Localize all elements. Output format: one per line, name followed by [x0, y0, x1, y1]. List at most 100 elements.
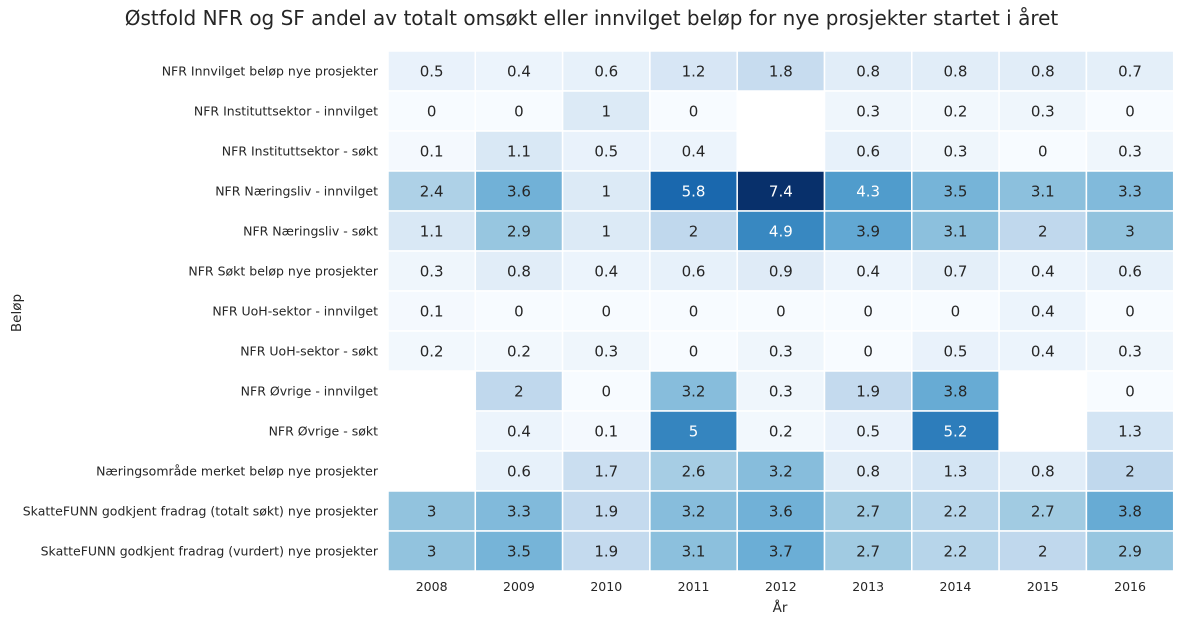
heatmap-cell [823, 90, 913, 132]
heatmap-cell [823, 450, 913, 492]
cell-value-label: 5.8 [682, 183, 706, 201]
heatmap-cell [474, 450, 564, 492]
heatmap-cell [649, 90, 738, 132]
heatmap-cell [823, 530, 913, 572]
y-tick-label: SkatteFUNN godkjent fradrag (totalt søkt… [23, 504, 379, 519]
cell-value-label: 0.4 [682, 143, 706, 161]
cell-value-label: 2 [1125, 463, 1135, 481]
heatmap-cell [1085, 450, 1175, 492]
y-tick-label: SkatteFUNN godkjent fradrag (vurdert) ny… [41, 544, 379, 559]
heatmap-cell [998, 90, 1088, 132]
x-tick-label: 2009 [503, 579, 535, 594]
heatmap-cell [387, 250, 477, 292]
cell-value-label: 3.6 [769, 503, 793, 521]
y-tick-label: NFR Søkt beløp nye prosjekter [188, 264, 378, 279]
cell-value-label: 3.3 [507, 503, 531, 521]
cell-value-label: 1.8 [769, 63, 793, 81]
heatmap-cell [823, 490, 913, 532]
cell-value-label: 3.2 [682, 503, 706, 521]
cell-value-label: 3.2 [769, 463, 793, 481]
cell-value-label: 0.8 [507, 263, 531, 281]
heatmap-cell [561, 330, 651, 372]
y-tick-label: NFR Instituttsektor - søkt [222, 144, 378, 159]
heatmap-cell [911, 290, 1000, 332]
heatmap-cell [998, 250, 1088, 292]
cell-value-label: 1 [601, 223, 611, 241]
heatmap-cell [387, 50, 477, 92]
cell-value-label: 1.1 [507, 143, 531, 161]
cell-value-label: 4.9 [769, 223, 793, 241]
cell-value-label: 0 [951, 303, 961, 321]
cell-value-label: 3.8 [1118, 503, 1142, 521]
cell-value-label: 0.8 [856, 463, 880, 481]
cell-value-label: 1.3 [944, 463, 968, 481]
x-tick-label: 2011 [678, 579, 710, 594]
x-tick-label: 2014 [940, 579, 972, 594]
cell-value-label: 0.4 [1031, 343, 1055, 361]
cell-value-label: 0.4 [594, 263, 618, 281]
heatmap-cell [649, 290, 738, 332]
cell-value-label: 0 [689, 343, 699, 361]
heatmap-cell [998, 130, 1088, 172]
cell-value-label: 0.4 [856, 263, 880, 281]
y-tick-label: NFR UoH-sektor - innvilget [212, 304, 378, 319]
cell-value-label: 0.4 [507, 63, 531, 81]
heatmap-cell [474, 530, 564, 572]
cell-value-label: 2.4 [420, 183, 444, 201]
cell-value-label: 3.7 [769, 543, 793, 561]
cell-value-label: 0.6 [682, 263, 706, 281]
heatmap-cell [561, 50, 651, 92]
cell-value-label: 5.2 [944, 423, 968, 441]
heatmap-cell [911, 210, 1000, 252]
heatmap-cell [1085, 490, 1175, 532]
heatmap-cell [561, 450, 651, 492]
heatmap-cell [561, 410, 651, 452]
x-tick-labels: 2008 2009 2010 2011 2012 2013 2014 2015 2016 [416, 579, 1146, 594]
cell-value-label: 0.5 [420, 63, 444, 81]
cell-value-label: 2 [1038, 223, 1048, 241]
x-axis-title: År [773, 599, 788, 616]
heatmap-cell [1085, 210, 1175, 252]
heatmap-cell [1085, 130, 1175, 172]
cell-value-label: 0.3 [420, 263, 444, 281]
cell-value-label: 3.2 [682, 383, 706, 401]
cell-value-label: 3 [427, 543, 437, 561]
heatmap-cell [474, 330, 564, 372]
heatmap-cell [561, 250, 651, 292]
heatmap-cell [649, 210, 738, 252]
heatmap-cell [823, 250, 913, 292]
cell-value-label: 2.9 [1118, 543, 1142, 561]
cell-value-label: 3 [427, 503, 437, 521]
y-axis-title: Beløp [9, 294, 25, 332]
cell-value-label: 1 [601, 183, 611, 201]
heatmap-cell [387, 490, 477, 532]
cell-value-label: 0 [514, 303, 524, 321]
chart-title: Østfold NFR og SF andel av totalt omsøkt… [124, 6, 1059, 30]
x-tick-label: 2015 [1027, 579, 1059, 594]
cell-value-label: 7.4 [769, 183, 793, 201]
cell-value-label: 0.3 [769, 343, 793, 361]
heatmap-cell [911, 330, 1000, 372]
cell-value-label: 3 [1125, 223, 1135, 241]
y-tick-labels: NFR Innvilget beløp nye prosjekter NFR In… [23, 64, 379, 559]
heatmap-cell [649, 170, 738, 212]
cell-value-label: 4.3 [856, 183, 880, 201]
heatmap-cell [823, 170, 913, 212]
heatmap-cell [474, 50, 564, 92]
cell-value-label: 0.8 [1031, 63, 1055, 81]
cell-value-label: 2 [689, 223, 699, 241]
cell-value-label: 1 [601, 103, 611, 121]
cell-value-label: 2.2 [944, 503, 968, 521]
heatmap-cell [474, 290, 564, 332]
cell-value-label: 0 [1125, 303, 1135, 321]
cell-value-label: 1.2 [682, 63, 706, 81]
heatmap-cell [911, 130, 1000, 172]
heatmap-cell [911, 370, 1000, 412]
heatmap-cell [911, 530, 1000, 572]
cell-value-label: 0 [514, 103, 524, 121]
cell-value-label: 0.2 [420, 343, 444, 361]
heatmap-cell [649, 330, 738, 372]
heatmap-cell [649, 490, 738, 532]
heatmap-cell [911, 410, 1000, 452]
cell-value-label: 0.2 [507, 343, 531, 361]
